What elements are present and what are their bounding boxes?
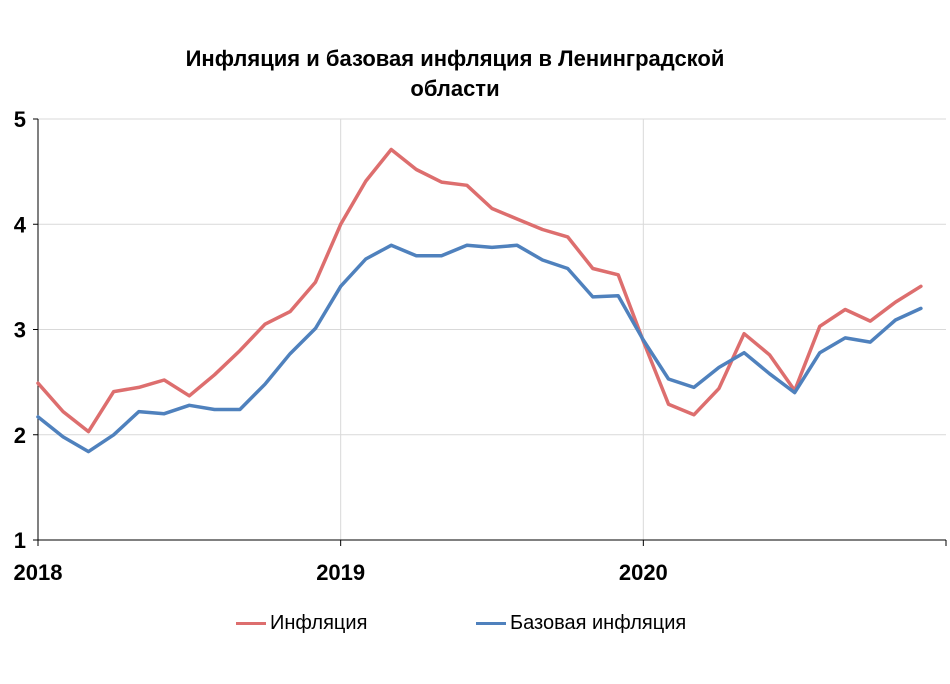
legend-item-inflation: Инфляция xyxy=(236,612,367,635)
legend-label-core-inflation: Базовая инфляция xyxy=(510,612,687,634)
x-tick-label-2020: 2020 xyxy=(619,560,668,585)
y-tick-label-1: 1 xyxy=(14,528,26,553)
chart-title: Инфляция и базовая инфляция в Ленинградс… xyxy=(0,44,910,104)
chart-title-line-1: Инфляция и базовая инфляция в Ленинградс… xyxy=(185,46,725,71)
legend: Инфляция Базовая инфляция xyxy=(0,612,950,648)
legend-swatch-core-inflation xyxy=(476,622,506,625)
x-tick-label-2018: 2018 xyxy=(14,560,63,585)
series-line-1 xyxy=(36,243,923,454)
series-line-0 xyxy=(36,147,923,434)
legend-label-inflation: Инфляция xyxy=(270,612,368,634)
x-tick-label-2019: 2019 xyxy=(316,560,365,585)
y-tick-label-4: 4 xyxy=(14,212,27,237)
legend-swatch-inflation xyxy=(236,622,266,625)
y-tick-label-5: 5 xyxy=(14,107,26,132)
y-tick-label-2: 2 xyxy=(14,423,26,448)
legend-item-core-inflation: Базовая инфляция xyxy=(476,612,686,635)
y-tick-label-3: 3 xyxy=(14,318,26,343)
chart-title-line-2: области xyxy=(410,76,500,101)
